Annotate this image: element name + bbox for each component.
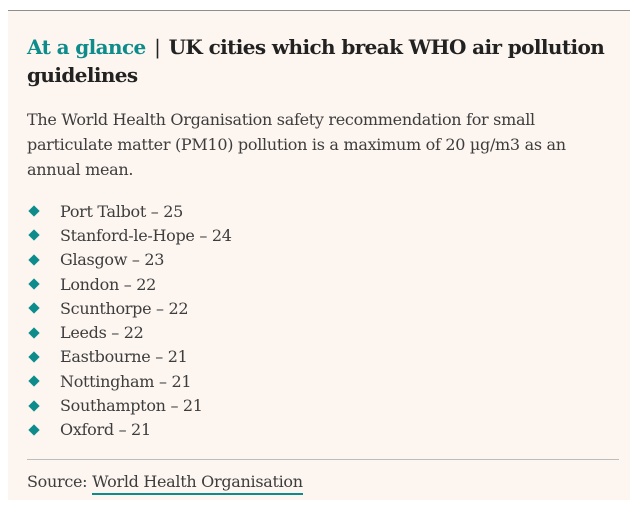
diamond-bullet-icon — [28, 278, 40, 290]
list-item: London – 22 — [27, 272, 232, 296]
diamond-bullet-icon — [28, 326, 40, 339]
list-item-label: Leeds – 22 — [60, 323, 144, 343]
list-item-label: London – 22 — [60, 274, 156, 294]
list-item: Leeds – 22 — [27, 320, 232, 344]
list-item: Oxford – 21 — [27, 418, 232, 442]
source-link[interactable]: World Health Organisation — [92, 472, 303, 495]
list-item-label: Port Talbot – 25 — [60, 201, 184, 221]
list-item-label: Scunthorpe – 22 — [60, 298, 189, 318]
diamond-bullet-icon — [28, 375, 40, 387]
list-item-label: Southampton – 21 — [60, 396, 203, 416]
headline-separator: | — [154, 35, 161, 59]
list-item: Eastbourne – 21 — [27, 345, 232, 369]
diamond-bullet-icon — [28, 302, 40, 314]
source-label: Source: — [27, 472, 88, 491]
list-item-label: Nottingham – 21 — [60, 371, 192, 391]
headline-title: UK cities which break WHO air pollution … — [27, 35, 605, 87]
diamond-bullet-icon — [28, 229, 40, 242]
diamond-bullet-icon — [28, 351, 40, 363]
headline: At a glance | UK cities which break WHO … — [27, 33, 607, 89]
list-item: Scunthorpe – 22 — [27, 296, 232, 320]
intro-paragraph: The World Health Organisation safety rec… — [27, 110, 566, 179]
diamond-bullet-icon — [28, 399, 40, 412]
list-item-label: Glasgow – 23 — [60, 250, 165, 270]
list-item: Port Talbot – 25 — [27, 199, 232, 223]
at-a-glance-card: At a glance | UK cities which break WHO … — [8, 10, 630, 500]
headline-kicker: At a glance — [27, 35, 146, 59]
diamond-bullet-icon — [28, 424, 40, 436]
diamond-bullet-icon — [28, 254, 40, 266]
diamond-bullet-icon — [28, 205, 40, 217]
list-item: Southampton – 21 — [27, 393, 232, 417]
list-item: Glasgow – 23 — [27, 248, 232, 272]
list-item-label: Eastbourne – 21 — [60, 347, 188, 367]
list-item-label: Stanford-le-Hope – 24 — [60, 225, 232, 245]
list-item: Nottingham – 21 — [27, 369, 232, 393]
list-item-label: Oxford – 21 — [60, 420, 151, 440]
divider — [27, 459, 619, 460]
source-line: Source: World Health Organisation — [27, 472, 303, 495]
city-list: Port Talbot – 25 Stanford-le-Hope – 24 G… — [27, 199, 232, 442]
list-item: Stanford-le-Hope – 24 — [27, 223, 232, 247]
